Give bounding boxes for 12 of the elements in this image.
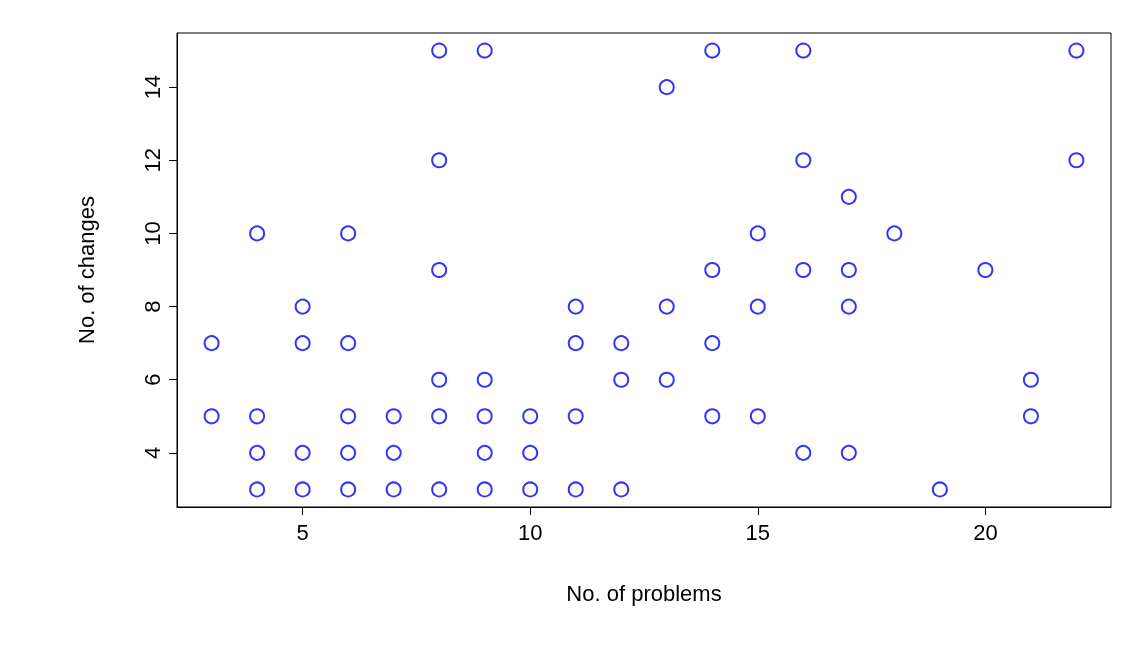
x-tick-label: 15 [745,519,771,545]
y-axis-title: No. of changes [73,196,99,344]
y-tick-label: 12 [139,148,165,173]
y-tick-label: 8 [139,300,165,313]
y-tick-label: 4 [139,446,165,459]
y-tick-label: 6 [139,373,165,386]
x-tick-label: 10 [517,519,543,545]
x-axis-title: No. of problems [566,580,722,606]
x-tick-label: 5 [296,519,309,545]
x-tick-label: 20 [973,519,998,545]
y-tick-label: 10 [139,221,165,246]
y-tick-label: 14 [139,74,165,100]
